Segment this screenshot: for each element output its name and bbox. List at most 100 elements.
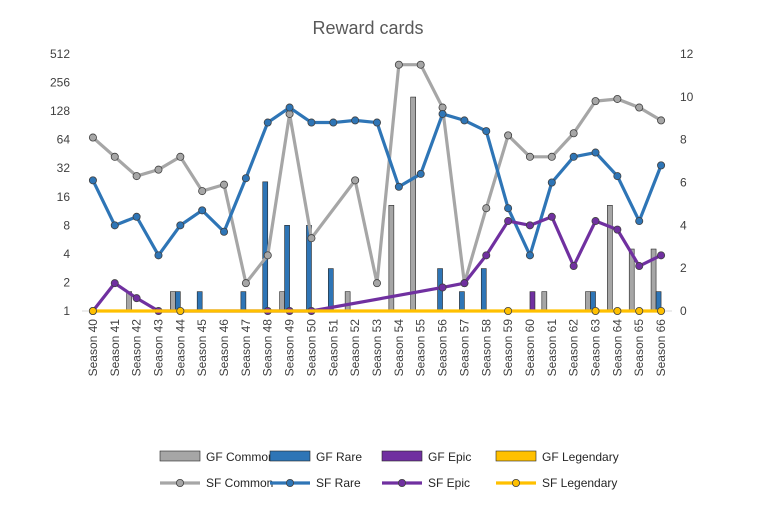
left-axis-tick-label: 128 [50,104,70,118]
point-sf-epic [110,279,119,288]
bar-gf-rare [240,291,247,312]
left-axis-tick-label: 1 [63,304,70,318]
x-axis-tick-label: Season 55 [414,319,428,377]
point-sf-common [547,152,556,161]
legend-marker [175,478,184,487]
x-axis-tick-label: Season 44 [173,319,187,377]
legend-label: GF Legendary [542,450,619,464]
point-sf-legendary [176,306,185,315]
x-axis-tick-label: Season 58 [479,319,493,377]
legend-label: SF Epic [428,476,470,490]
left-axis-tick-label: 4 [63,247,70,261]
point-sf-legendary [88,306,97,315]
left-axis-tick-label: 2 [63,275,70,289]
x-axis-tick-label: Season 46 [217,319,231,377]
left-axis-tick-label: 512 [50,47,70,61]
bar-gf-rare [327,268,334,312]
point-sf-rare [569,152,578,161]
left-axis-tick-label: 16 [57,190,71,204]
point-sf-legendary [635,306,644,315]
point-sf-common [416,60,425,69]
x-axis-tick-label: Season 42 [130,319,144,377]
legend-marker [512,478,521,487]
legend-label: SF Rare [316,476,361,490]
legend-swatch [381,450,423,462]
point-sf-rare [525,251,534,260]
point-sf-legendary [591,306,600,315]
point-sf-epic [504,217,513,226]
point-sf-rare [307,118,316,127]
right-axis-tick-label: 12 [680,47,694,61]
point-sf-rare [110,221,119,230]
point-sf-rare [394,182,403,191]
point-sf-common [198,187,207,196]
legend: GF Common GF Rare GF Epic GF Legendary SF Co… [159,450,619,490]
legend-label: GF Epic [428,450,471,464]
point-sf-rare [176,221,185,230]
point-sf-common [132,172,141,181]
point-sf-rare [132,212,141,221]
point-sf-common [263,251,272,260]
point-sf-common [482,204,491,213]
bar-gf-common [607,205,613,312]
legend-marker [397,478,406,487]
right-axis-tick-label: 0 [680,304,687,318]
point-sf-common [613,94,622,103]
point-sf-epic [613,225,622,234]
point-sf-common [504,131,513,140]
point-sf-common [307,234,316,243]
point-sf-common [220,180,229,189]
point-sf-common [591,97,600,106]
point-sf-rare [635,217,644,226]
point-sf-epic [525,221,534,230]
point-sf-common [635,103,644,112]
point-sf-epic [547,212,556,221]
x-axis-tick-label: Season 45 [195,319,209,377]
x-axis-tick-label: Season 53 [370,319,384,377]
bar-gf-rare [459,291,465,312]
point-sf-common [351,176,360,185]
point-sf-rare [657,161,666,170]
right-axis-tick-label: 4 [680,218,687,232]
x-axis-tick-label: Season 43 [151,319,165,377]
x-axis-tick-label: Season 50 [304,319,318,377]
point-sf-epic [438,283,447,292]
x-axis-tick-label: Season 47 [239,319,253,377]
legend-swatch [159,450,201,462]
point-sf-epic [657,251,666,260]
point-sf-rare [613,172,622,181]
right-axis-tick-label: 10 [680,90,694,104]
point-sf-rare [460,116,469,125]
point-sf-rare [591,148,600,157]
point-sf-legendary [657,306,666,315]
point-sf-epic [591,217,600,226]
x-axis-tick-label: Season 48 [261,319,275,377]
x-axis-tick-label: Season 60 [523,319,537,377]
x-axis-tick-label: Season 51 [326,319,340,377]
left-axis-tick-label: 64 [57,133,71,147]
point-sf-common [569,129,578,138]
point-sf-rare [416,169,425,178]
bar-gf-rare [196,291,203,312]
point-sf-epic [482,251,491,260]
point-sf-rare [482,127,491,136]
point-sf-common [110,152,119,161]
point-sf-epic [132,294,141,303]
x-axis-tick-label: Season 61 [545,319,559,377]
x-axis-tick-label: Season 66 [654,319,668,377]
left-axis-tick-label: 256 [50,76,70,90]
x-axis-tick-label: Season 64 [610,319,624,377]
point-sf-rare [504,204,513,213]
point-sf-epic [569,262,578,271]
legend-swatch [269,450,311,462]
point-sf-rare [438,109,447,118]
point-sf-rare [329,118,338,127]
point-sf-rare [154,251,163,260]
x-axis-tick-label: Season 62 [567,319,581,377]
point-sf-legendary [613,306,622,315]
legend-swatch [495,450,537,462]
right-axis-tick-label: 2 [680,261,687,275]
